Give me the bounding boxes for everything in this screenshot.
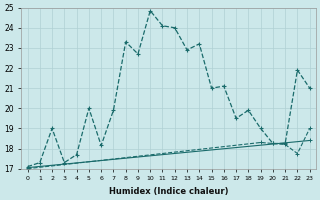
X-axis label: Humidex (Indice chaleur): Humidex (Indice chaleur) bbox=[109, 187, 228, 196]
